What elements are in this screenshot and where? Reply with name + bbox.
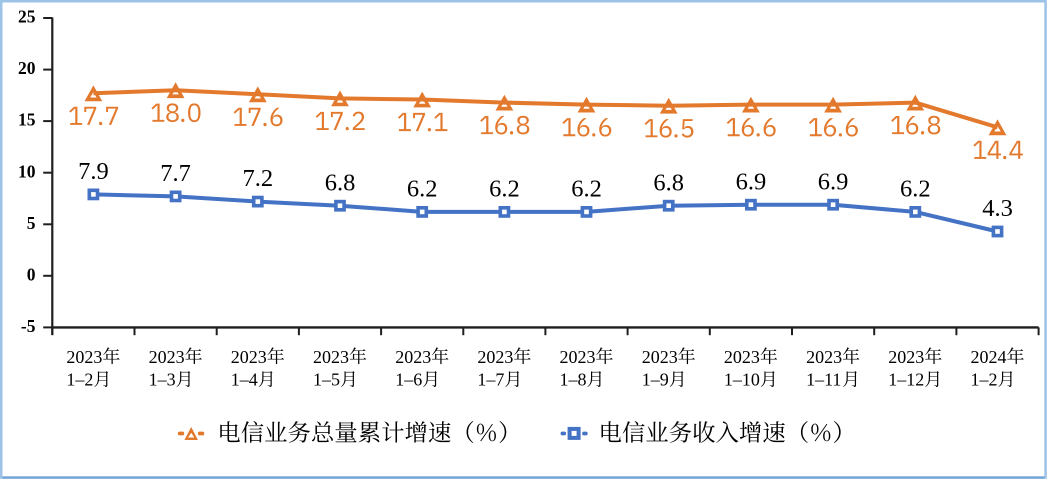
- svg-text:6.9: 6.9: [818, 168, 849, 195]
- svg-text:2023: 2023: [888, 347, 924, 367]
- svg-text:-5: -5: [21, 316, 36, 336]
- svg-text:4.3: 4.3: [982, 195, 1013, 222]
- svg-text:1–12: 1–12: [888, 370, 924, 390]
- svg-text:2024: 2024: [971, 347, 1007, 367]
- svg-text:20: 20: [18, 58, 36, 78]
- svg-text:1–3: 1–3: [149, 370, 176, 390]
- svg-text:2023: 2023: [724, 347, 760, 367]
- svg-text:6.2: 6.2: [900, 176, 931, 203]
- svg-text:1–5: 1–5: [313, 370, 340, 390]
- svg-text:1–8: 1–8: [560, 370, 587, 390]
- svg-text:2023: 2023: [149, 347, 185, 367]
- svg-text:1–9: 1–9: [642, 370, 669, 390]
- svg-text:6.2: 6.2: [407, 176, 438, 203]
- svg-text:1–2: 1–2: [971, 370, 998, 390]
- svg-text:2023: 2023: [806, 347, 842, 367]
- svg-text:7.9: 7.9: [78, 158, 109, 185]
- svg-text:6.9: 6.9: [736, 168, 767, 195]
- svg-text:2023: 2023: [66, 347, 102, 367]
- svg-text:1–7: 1–7: [477, 370, 504, 390]
- svg-text:5: 5: [27, 213, 36, 233]
- svg-text:10: 10: [18, 161, 36, 181]
- svg-text:6.8: 6.8: [653, 169, 684, 196]
- svg-text:0: 0: [27, 264, 36, 284]
- svg-text:1–6: 1–6: [395, 370, 422, 390]
- svg-text:2023: 2023: [560, 347, 596, 367]
- svg-text:2023: 2023: [395, 347, 431, 367]
- svg-text:6.2: 6.2: [489, 176, 520, 203]
- svg-text:7.2: 7.2: [242, 165, 273, 192]
- svg-text:2023: 2023: [313, 347, 349, 367]
- svg-text:7.7: 7.7: [160, 160, 191, 187]
- svg-text:2023: 2023: [231, 347, 267, 367]
- svg-text:6.2: 6.2: [571, 176, 602, 203]
- svg-text:15: 15: [18, 110, 36, 130]
- svg-text:25: 25: [18, 7, 36, 27]
- svg-text:6.8: 6.8: [325, 169, 356, 196]
- svg-text:1–10: 1–10: [724, 370, 760, 390]
- svg-text:2023: 2023: [477, 347, 513, 367]
- svg-text:1–4: 1–4: [231, 370, 258, 390]
- svg-text:1–2: 1–2: [66, 370, 93, 390]
- svg-text:1–11: 1–11: [806, 370, 841, 390]
- svg-text:2023: 2023: [642, 347, 678, 367]
